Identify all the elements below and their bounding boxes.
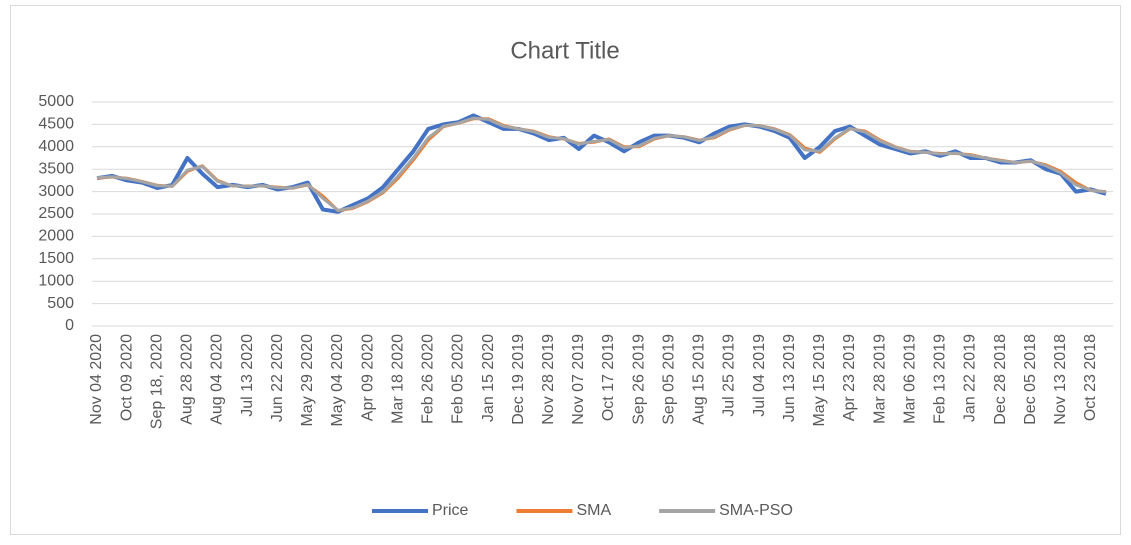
x-tick-label: Dec 05 2018 (1022, 334, 1039, 425)
x-tick-label: Sep 26 2019 (630, 334, 647, 425)
x-tick-label: Jul 13 2020 (239, 334, 256, 417)
x-tick-label: Nov 07 2019 (570, 334, 587, 425)
chart-title: Chart Title (510, 37, 619, 64)
y-tick-label: 2000 (38, 228, 74, 245)
y-tick-label: 3500 (38, 160, 74, 177)
x-tick-label: May 15 2019 (811, 334, 828, 427)
x-tick-label: May 29 2020 (299, 334, 316, 427)
y-tick-label: 4500 (38, 116, 74, 133)
x-tick-label: Oct 17 2019 (600, 334, 617, 421)
x-tick-label: Jul 04 2019 (751, 334, 768, 417)
y-tick-label: 500 (47, 295, 74, 312)
series-line (96, 116, 1107, 212)
x-tick-label: Feb 26 2020 (420, 334, 437, 424)
x-tick-label: Aug 15 2019 (691, 334, 708, 425)
y-tick-label: 3000 (38, 183, 74, 200)
x-tick-label: Nov 04 2020 (88, 334, 105, 425)
y-tick-label: 1000 (38, 272, 74, 289)
x-tick-label: May 04 2020 (329, 334, 346, 427)
x-tick-label: Sep 05 2019 (660, 334, 677, 425)
x-tick-label: Apr 09 2020 (359, 334, 376, 421)
x-tick-label: Jan 15 2020 (480, 334, 497, 422)
x-tick-label: Mar 18 2020 (389, 334, 406, 424)
x-tick-label: Oct 23 2018 (1082, 334, 1099, 421)
x-tick-label: Nov 28 2019 (540, 334, 557, 425)
legend-label: SMA (576, 502, 611, 519)
x-tick-label: Apr 23 2019 (841, 334, 858, 421)
y-tick-label: 5000 (38, 93, 74, 110)
x-tick-label: Aug 04 2020 (209, 334, 226, 425)
y-tick-label: 2500 (38, 205, 74, 222)
x-tick-label: Feb 05 2020 (450, 334, 467, 424)
y-tick-label: 1500 (38, 250, 74, 267)
x-tick-label: Mar 06 2019 (901, 334, 918, 424)
legend-label: SMA-PSO (719, 502, 793, 519)
x-tick-label: Jun 22 2020 (269, 334, 286, 422)
legend-label: Price (432, 502, 469, 519)
y-tick-label: 0 (65, 317, 74, 334)
y-tick-label: 4000 (38, 138, 74, 155)
x-tick-label: Dec 28 2018 (992, 334, 1009, 425)
x-tick-label: Oct 09 2020 (118, 334, 135, 421)
x-tick-label: Jun 13 2019 (781, 334, 798, 422)
x-tick-label: Aug 28 2020 (179, 334, 196, 425)
x-tick-label: Mar 28 2019 (871, 334, 888, 424)
x-tick-label: Jul 25 2019 (721, 334, 738, 417)
chart-frame (10, 5, 1121, 535)
x-tick-label: Sep 18, 2020 (148, 334, 165, 429)
x-tick-label: Dec 19 2019 (510, 334, 527, 425)
x-tick-label: Feb 13 2019 (932, 334, 949, 424)
x-tick-label: Jan 22 2019 (962, 334, 979, 422)
x-tick-label: Nov 13 2018 (1052, 334, 1069, 425)
